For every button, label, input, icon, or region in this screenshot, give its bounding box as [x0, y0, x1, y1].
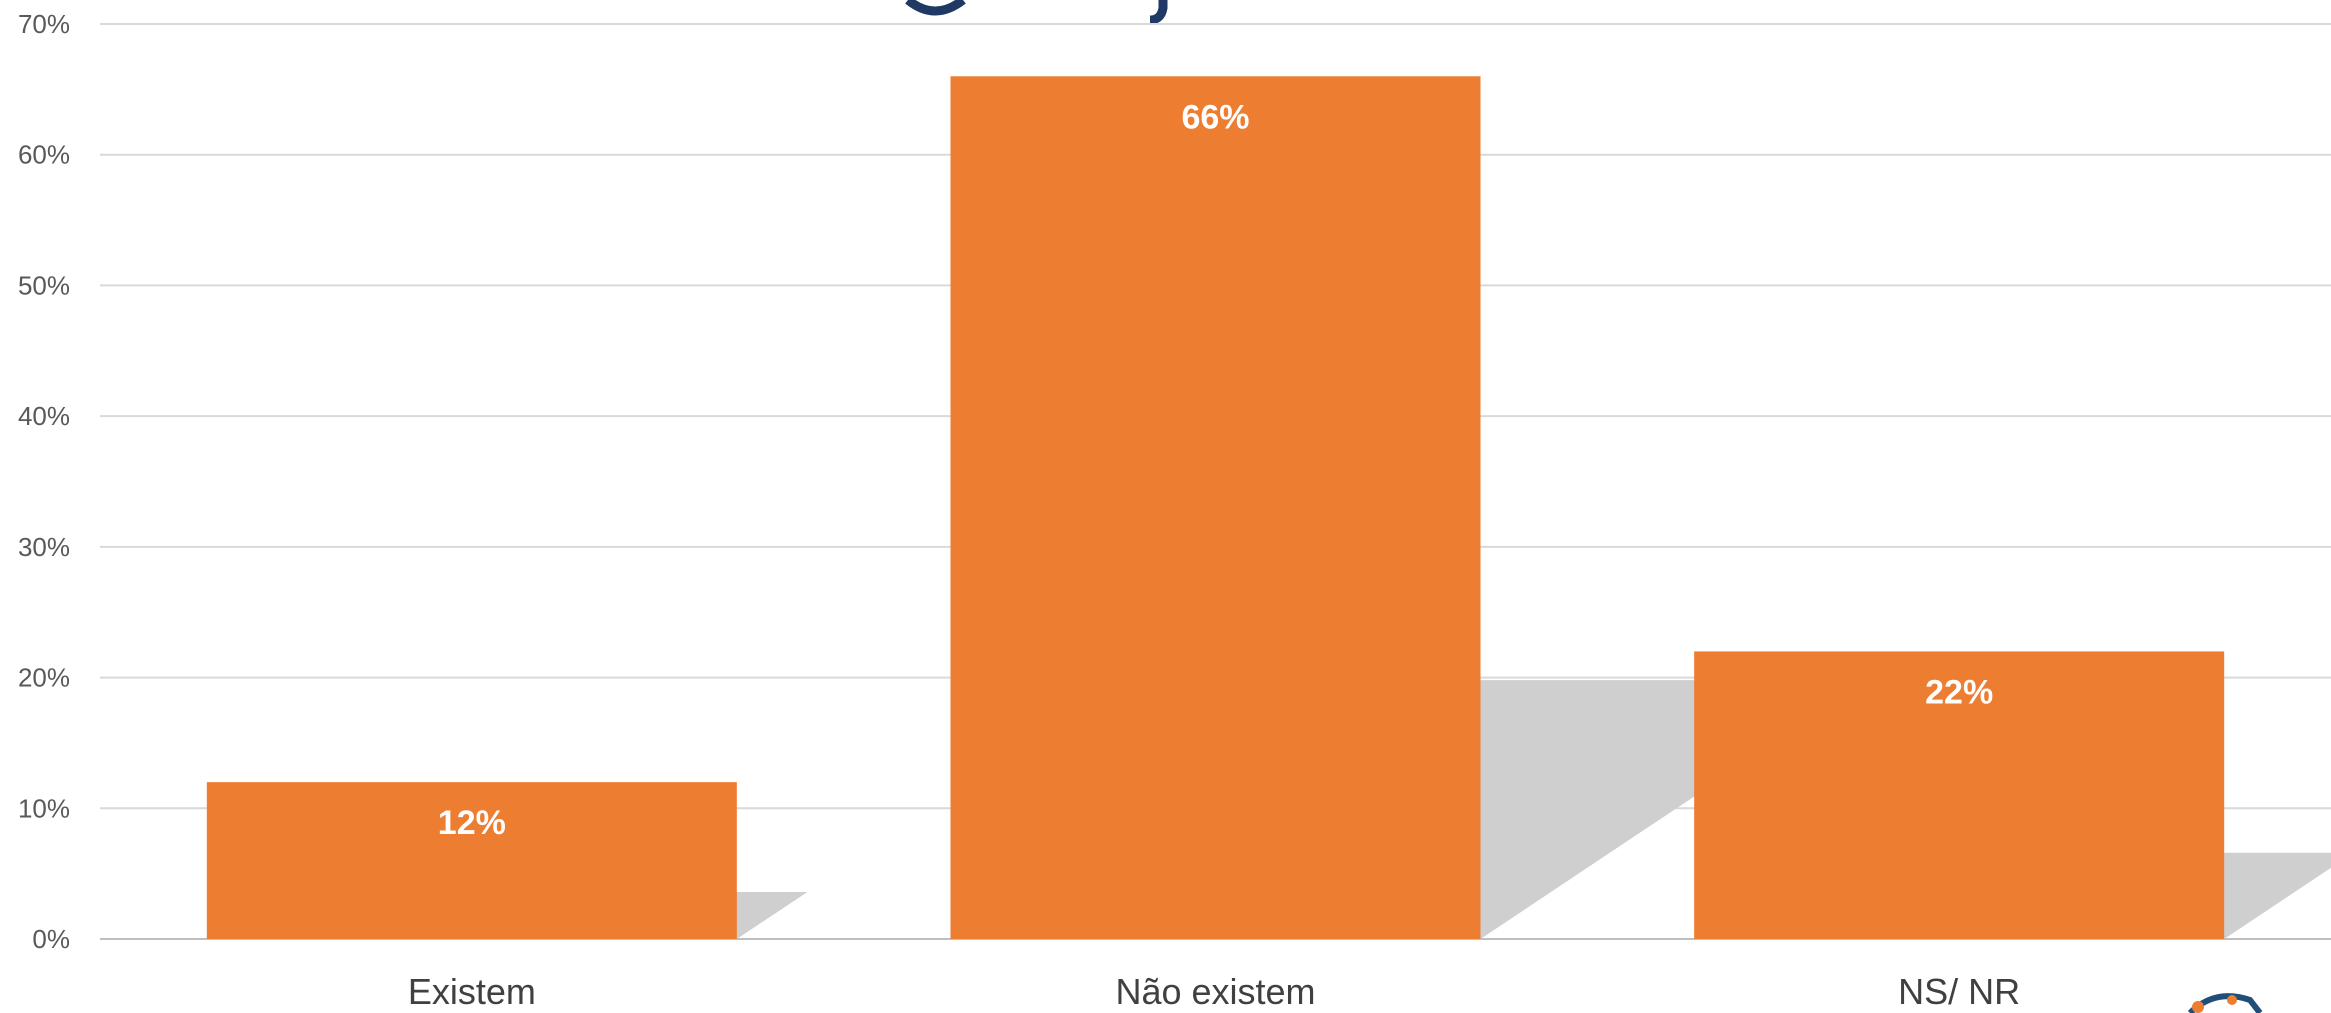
- x-tick-label: Existem: [408, 971, 536, 1012]
- y-tick-label: 20%: [18, 663, 70, 693]
- chart-title-fragment: [905, 0, 1168, 25]
- y-tick-label: 60%: [18, 140, 70, 170]
- bar-shadow: [716, 891, 808, 939]
- y-axis-ticks: 0% 10% 20% 30% 40% 50% 60% 70%: [18, 9, 70, 954]
- x-axis-ticks: Existem Não existem NS/ NR: [408, 971, 2020, 1012]
- data-labels: 12% 66% 22%: [438, 98, 1993, 842]
- bar: [206, 782, 737, 939]
- y-tick-label: 40%: [18, 401, 70, 431]
- y-tick-label: 10%: [18, 793, 70, 823]
- bar-data-label: 22%: [1925, 673, 1993, 711]
- y-tick-label: 50%: [18, 270, 70, 300]
- bar-shadow: [2204, 852, 2331, 939]
- bar: [950, 76, 1481, 940]
- logo-icon: [2187, 993, 2263, 1013]
- bar-data-label: 66%: [1181, 98, 1249, 136]
- y-tick-label: 70%: [18, 9, 70, 39]
- bars: [206, 76, 2225, 940]
- x-tick-label: Não existem: [1115, 971, 1315, 1012]
- y-tick-label: 30%: [18, 532, 70, 562]
- bar: [1694, 651, 2225, 939]
- x-tick-label: NS/ NR: [1898, 971, 2020, 1012]
- bar-data-label: 12%: [438, 804, 506, 842]
- y-tick-label: 0%: [32, 924, 70, 954]
